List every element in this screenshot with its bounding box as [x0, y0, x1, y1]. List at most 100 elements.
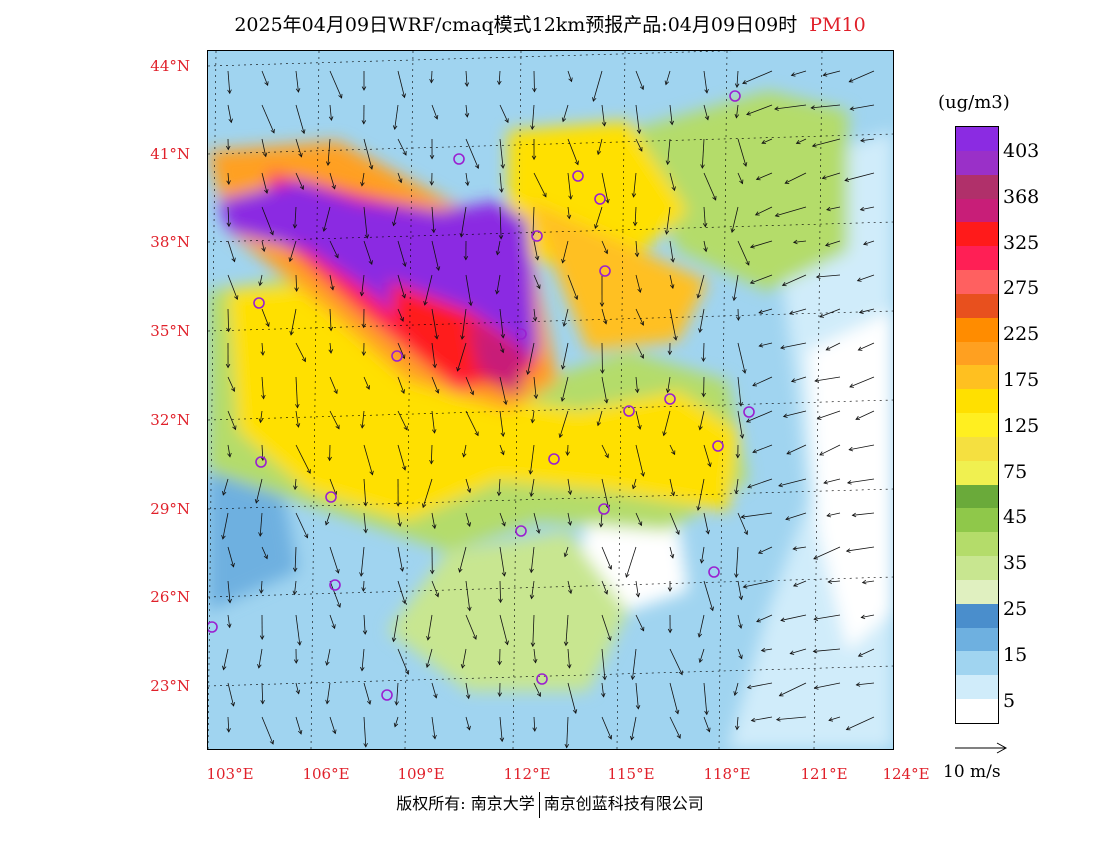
- wind-vector: [826, 206, 841, 211]
- wind-arrowhead: [254, 499, 260, 504]
- wind-arrowhead: [631, 193, 637, 198]
- wind-vector: [814, 682, 841, 689]
- wind-vector: [846, 546, 875, 552]
- wind-arrowhead: [301, 357, 306, 363]
- wind-arrowhead: [670, 491, 676, 497]
- wind-vector: [329, 274, 334, 290]
- city-marker-icon: [536, 673, 548, 685]
- wind-arrowhead: [531, 155, 537, 161]
- wind-vector: [499, 376, 507, 405]
- wind-arrowhead: [394, 701, 399, 706]
- wind-arrowhead: [472, 635, 477, 640]
- wind-arrowhead: [222, 490, 227, 496]
- wind-arrowhead: [225, 363, 231, 369]
- wind-arrowhead: [327, 456, 332, 462]
- wind-arrowhead: [704, 115, 710, 121]
- wind-arrowhead: [754, 211, 760, 216]
- city-marker-icon: [515, 328, 527, 340]
- wind-arrowhead: [402, 150, 407, 156]
- wind-arrowhead: [429, 569, 435, 575]
- wind-vector: [815, 376, 841, 382]
- wind-arrowhead: [335, 424, 340, 430]
- wind-arrowhead: [568, 195, 573, 200]
- wind-arrowhead: [846, 480, 852, 485]
- wind-arrowhead: [600, 369, 605, 374]
- wind-vector: [431, 580, 439, 597]
- legend-color-box: [956, 603, 998, 629]
- wind-vector: [295, 274, 298, 292]
- city-marker-icon: [623, 405, 635, 417]
- wind-arrowhead: [778, 482, 783, 488]
- latitude-gridline: [208, 310, 893, 332]
- wind-arrowhead: [709, 606, 715, 612]
- wind-vector: [294, 546, 297, 572]
- wind-vector: [828, 716, 841, 721]
- wind-vector: [499, 138, 504, 169]
- wind-arrowhead: [669, 120, 675, 126]
- wind-vector: [811, 104, 841, 109]
- wind-arrowhead: [359, 291, 365, 297]
- wind-arrowhead: [792, 582, 798, 587]
- wind-vector: [789, 308, 807, 314]
- city-marker-icon: [391, 350, 403, 362]
- wind-arrowhead: [634, 388, 640, 394]
- wind-vector: [465, 478, 471, 493]
- wind-arrowhead: [421, 503, 427, 509]
- latitude-gridline: [208, 665, 893, 687]
- legend-color-box: [956, 222, 998, 247]
- wind-arrowhead: [602, 675, 607, 681]
- wind-vector: [329, 172, 336, 189]
- legend-color-box: [956, 532, 998, 557]
- wind-arrowhead: [558, 433, 563, 439]
- wind-arrowhead: [530, 231, 536, 237]
- wind-vector: [363, 138, 373, 170]
- wind-vector: [817, 410, 841, 420]
- wind-arrowhead: [264, 189, 269, 194]
- wind-arrowhead: [467, 606, 472, 612]
- wind-vector: [227, 308, 229, 332]
- wind-arrowhead: [227, 623, 232, 629]
- wind-vector: [397, 410, 408, 431]
- wind-arrowhead: [325, 699, 330, 705]
- wind-arrowhead: [261, 394, 266, 400]
- wind-arrowhead: [269, 740, 274, 745]
- wind-vector: [786, 444, 807, 455]
- wind-arrowhead: [393, 722, 399, 728]
- wind-vector: [499, 308, 504, 338]
- wind-arrowhead: [848, 446, 854, 452]
- wind-vector: [227, 682, 234, 707]
- wind-arrowhead: [790, 72, 796, 77]
- wind-vector: [261, 308, 270, 327]
- wind-arrowhead: [306, 469, 311, 474]
- wind-arrowhead: [458, 568, 463, 573]
- legend-color-box: [956, 293, 998, 319]
- wind-arrowhead: [230, 562, 235, 568]
- wind-arrowhead: [226, 180, 231, 185]
- copyright: 版权所有: 南京大学 南京创蓝科技有限公司: [0, 790, 1100, 818]
- wind-arrowhead: [598, 523, 604, 528]
- wind-arrowhead: [706, 727, 711, 733]
- wind-arrowhead: [860, 614, 866, 620]
- wind-arrowhead: [392, 125, 398, 130]
- city-markers: [208, 90, 755, 701]
- legend-color-box: [956, 484, 998, 509]
- lat-label-23n: 23°N: [150, 677, 190, 695]
- wind-arrowhead: [819, 451, 824, 456]
- wind-vector: [533, 240, 539, 260]
- wind-arrowhead: [567, 521, 573, 526]
- wind-arrowhead: [810, 105, 816, 110]
- wind-vector: [498, 478, 501, 496]
- wind-arrowhead: [405, 670, 410, 675]
- wind-arrowhead: [669, 553, 675, 559]
- wind-vector: [752, 376, 773, 387]
- wind-arrowhead: [456, 366, 461, 372]
- wind-vector: [750, 274, 773, 284]
- legend-value-label: 25: [1003, 598, 1028, 620]
- wind-vector: [431, 682, 437, 698]
- wind-arrowhead: [263, 554, 268, 560]
- wind-arrowhead: [532, 727, 537, 732]
- wind-vector: [669, 512, 680, 535]
- wind-arrowhead: [325, 161, 331, 166]
- wind-vector: [600, 512, 603, 527]
- wind-arrowhead: [504, 640, 509, 646]
